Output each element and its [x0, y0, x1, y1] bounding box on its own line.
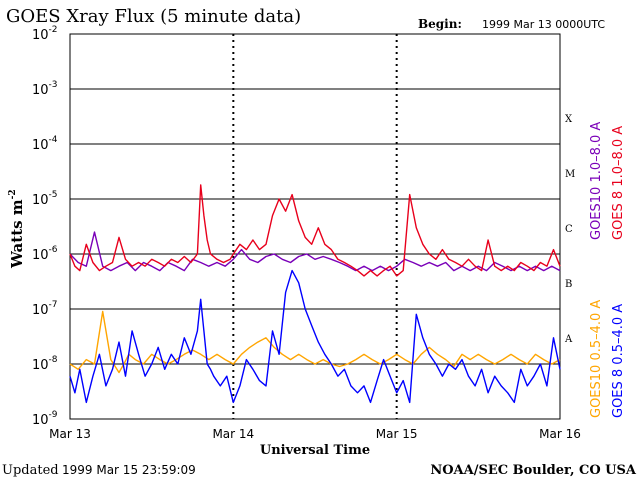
y-tick-exp-2: -4 [49, 135, 58, 145]
y-tick-base-0: 10 [32, 28, 49, 43]
series-line-2 [69, 231, 561, 272]
y-tick-label-2: 10-4 [32, 135, 58, 153]
y-tick-label-6: 10-8 [32, 355, 58, 373]
y-tick-label-1: 10-3 [32, 80, 58, 98]
y-axis-label: Watts m-2 [8, 189, 26, 269]
y-tick-label-3: 10-5 [32, 190, 58, 208]
y-tick-base-1: 10 [32, 83, 49, 98]
legend-entry-2: GOES10 0.5–4.0 A [589, 300, 604, 418]
y-tick-exp-7: -9 [49, 410, 58, 420]
series-line-0 [69, 310, 561, 374]
flare-class-c: C [565, 224, 573, 235]
y-tick-exp-1: -3 [49, 80, 58, 90]
y-tick-base-6: 10 [32, 358, 49, 373]
y-tick-exp-6: -8 [49, 355, 58, 365]
updated-label: Updated [2, 463, 59, 478]
plot-frame [69, 33, 561, 420]
legend: GOES10 1.0–8.0 A GOES 8 1.0–8.0 A GOES10 0… [589, 122, 626, 418]
y-tick-label-7: 10-9 [32, 410, 58, 428]
series-group [69, 184, 561, 404]
y-tick-label-0: 10-2 [32, 25, 58, 43]
y-tick-base-2: 10 [32, 138, 49, 153]
flare-class-labels: X M C B A [564, 114, 575, 345]
y-tick-base-4: 10 [32, 248, 49, 263]
updated-value: 1999 Mar 15 23:59:09 [62, 463, 196, 477]
begin-value: 1999 Mar 13 0000UTC [482, 18, 605, 31]
y-tick-base-5: 10 [32, 303, 49, 318]
chart-title: GOES Xray Flux (5 minute data) [6, 6, 301, 27]
y-tick-exp-4: -6 [49, 245, 58, 255]
y-tick-label-5: 10-7 [32, 300, 58, 318]
x-axis-label: Universal Time [260, 443, 370, 458]
y-tick-base-3: 10 [32, 193, 49, 208]
flare-class-m: M [565, 169, 575, 180]
y-axis-label-base: Watts m [8, 199, 26, 269]
y-tick-base-7: 10 [32, 413, 49, 428]
x-tick-label-2: Mar 15 [376, 427, 418, 441]
series-line-3 [69, 184, 561, 277]
flare-class-a: A [564, 334, 573, 345]
y-tick-labels: 10-210-310-410-510-610-710-810-9 [32, 25, 58, 428]
x-tick-labels: Mar 13 Mar 14 Mar 15 Mar 16 [49, 427, 581, 441]
legend-entry-1: GOES 8 1.0–8.0 A [611, 126, 626, 240]
credit-text: NOAA/SEC Boulder, CO USA [430, 463, 637, 478]
flare-class-x: X [565, 114, 573, 125]
y-tick-exp-5: -7 [49, 300, 58, 310]
series-line-1 [69, 269, 561, 404]
x-tick-label-3: Mar 16 [539, 427, 581, 441]
plot-grid [70, 33, 560, 420]
legend-entry-3: GOES 8 0.5–4.0 A [611, 304, 626, 418]
y-axis-label-exponent: -2 [8, 189, 18, 199]
x-tick-label-1: Mar 14 [212, 427, 254, 441]
y-tick-exp-0: -2 [49, 25, 58, 35]
y-tick-label-4: 10-6 [32, 245, 58, 263]
begin-label: Begin: [418, 17, 462, 31]
flare-class-b: B [565, 279, 572, 290]
legend-entry-0: GOES10 1.0–8.0 A [589, 122, 604, 240]
y-tick-exp-3: -5 [49, 190, 58, 200]
x-tick-label-0: Mar 13 [49, 427, 91, 441]
